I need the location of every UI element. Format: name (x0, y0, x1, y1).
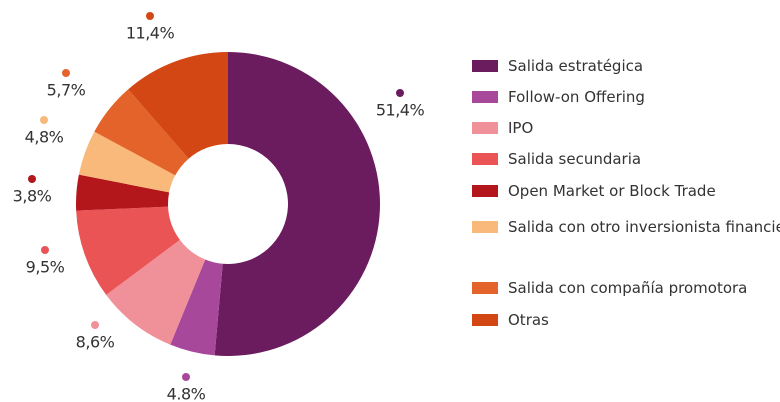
slice (94, 89, 189, 176)
label-dot (91, 321, 99, 329)
legend-label: IPO (508, 119, 534, 137)
legend-swatch (472, 282, 498, 294)
legend-item: IPO (472, 119, 533, 137)
legend-item: Open Market or Block Trade (472, 182, 716, 200)
value-label: 9,5% (26, 258, 65, 277)
slice (76, 206, 180, 295)
legend-swatch (472, 185, 498, 197)
slice (170, 259, 223, 356)
value-label: 4.8% (167, 385, 206, 402)
value-label: 3,8% (13, 187, 52, 206)
label-dot (40, 116, 48, 124)
legend-item: Salida con otro inversionista financiero (472, 218, 780, 236)
label-dot (28, 175, 36, 183)
value-label: 11,4% (126, 24, 175, 43)
legend-item: Follow-on Offering (472, 88, 645, 106)
legend-item: Salida secundaria (472, 150, 641, 168)
value-label: 51,4% (376, 101, 425, 120)
legend-swatch (472, 314, 498, 326)
slice (78, 131, 176, 193)
label-dot (62, 69, 70, 77)
legend-label: Salida con compañía promotora (508, 279, 748, 297)
legend-label: Salida con otro inversionista financiero (508, 218, 780, 236)
value-label: 8,6% (76, 333, 115, 352)
slice (214, 52, 380, 356)
label-dot (146, 12, 154, 20)
slice (106, 239, 206, 345)
legend-label: Salida estratégica (508, 57, 644, 75)
legend-swatch (472, 122, 498, 134)
legend-label: Otras (508, 311, 549, 329)
slice (76, 174, 170, 211)
label-dot (182, 373, 190, 381)
legend-swatch (472, 221, 498, 233)
legend-label: Follow-on Offering (508, 88, 645, 106)
value-label: 5,7% (47, 81, 86, 100)
legend-swatch (472, 153, 498, 165)
legend-swatch (472, 60, 498, 72)
legend-label: Salida secundaria (508, 150, 642, 168)
legend-item: Otras (472, 311, 549, 329)
label-dot (41, 246, 49, 254)
legend-item: Salida con compañía promotora (472, 279, 747, 297)
value-label: 4,8% (25, 128, 64, 147)
slice (128, 52, 228, 159)
label-dot (396, 89, 404, 97)
legend-swatch (472, 91, 498, 103)
legend-label: Open Market or Block Trade (508, 182, 716, 200)
legend-item: Salida estratégica (472, 57, 643, 75)
